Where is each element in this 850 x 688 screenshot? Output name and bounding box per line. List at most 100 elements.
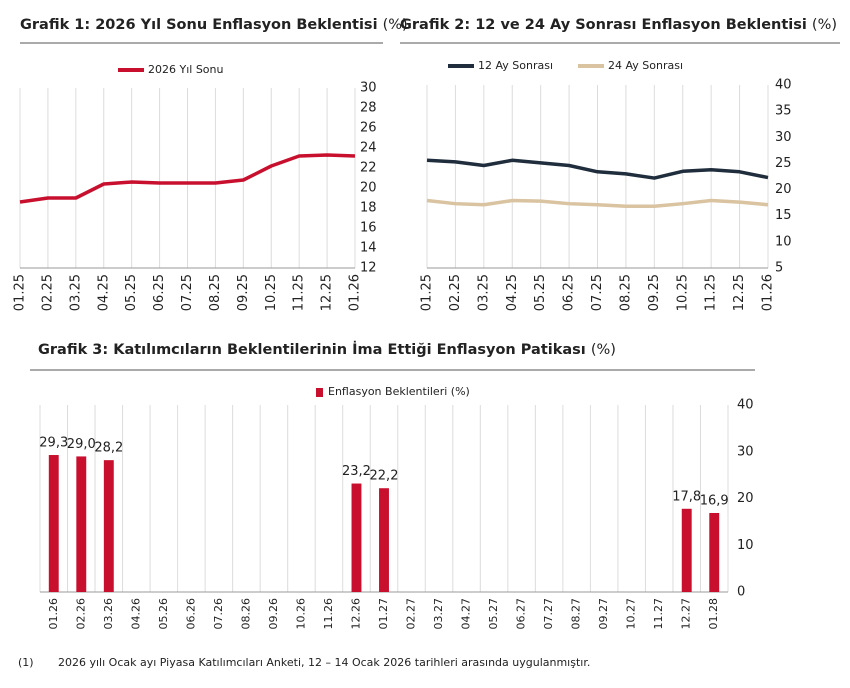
x-tick-label: 12.25 [732,274,747,311]
x-tick-label: 03.25 [476,274,491,311]
x-tick-label: 11.27 [652,598,665,630]
y-tick-label: 40 [775,78,792,93]
x-tick-label: 05.27 [487,598,500,630]
x-tick-label: 11.26 [322,598,335,630]
x-tick-label: 08.26 [239,598,252,630]
bar [709,512,720,592]
title-unit: (%) [591,342,616,358]
legend-label: 24 Ay Sonrası [608,59,683,72]
x-tick-label: 01.26 [47,598,60,630]
bar [48,455,59,592]
x-tick-label: 09.25 [647,274,662,311]
chart-title: Grafik 2: 12 ve 24 Ay Sonrası Enflasyon … [400,17,837,33]
x-tick-label: 10.25 [675,274,690,311]
x-tick-label: 02.26 [74,598,87,630]
title-text: Grafik 2: 12 ve 24 Ay Sonrası Enflasyon … [400,17,807,33]
x-tick-label: 12.26 [349,598,362,630]
y-tick-label: 14 [360,241,377,256]
x-tick-label: 12.27 [680,598,693,630]
bar [103,460,114,592]
chart-title: Grafik 1: 2026 Yıl Sonu Enflasyon Beklen… [20,17,408,33]
y-tick-label: 10 [775,234,792,249]
y-tick-label: 24 [360,141,377,156]
x-tick-label: 03.25 [68,274,83,311]
x-tick-label: 10.26 [294,598,307,630]
footnote-marker: (1) [18,656,34,669]
line-series [426,198,769,209]
bar [351,483,362,592]
x-tick-label: 12.25 [320,274,335,311]
x-tick-label: 05.26 [157,598,170,630]
x-tick-label: 09.25 [236,274,251,311]
x-tick-label: 01.26 [761,274,776,311]
legend-swatch [316,388,323,397]
line-series [19,153,356,204]
value-label: 29,0 [67,437,96,452]
x-tick-label: 11.25 [704,274,719,311]
x-tick-label: 08.25 [208,274,223,311]
x-tick-label: 03.26 [102,598,115,630]
y-tick-label: 20 [737,491,754,506]
x-tick-label: 05.25 [124,274,139,311]
y-tick-label: 26 [360,121,377,136]
x-tick-label: 09.27 [597,598,610,630]
y-tick-label: 5 [775,261,783,276]
bar [379,488,389,592]
x-tick-label: 04.25 [96,274,111,311]
y-tick-label: 15 [775,208,792,223]
legend-label: Enflasyon Beklentileri (%) [328,385,470,398]
title-unit: (%) [383,17,408,33]
y-tick-label: 25 [775,156,792,171]
y-tick-label: 22 [360,161,377,176]
y-tick-label: 20 [360,181,377,196]
x-tick-label: 02.27 [405,598,418,630]
bar [76,456,87,592]
x-tick-label: 03.27 [432,598,445,630]
value-label: 17,8 [672,489,701,504]
x-tick-label: 04.25 [505,274,520,311]
y-tick-label: 0 [737,585,745,600]
x-tick-label: 05.25 [533,274,548,311]
x-tick-label: 07.25 [180,274,195,311]
x-tick-label: 09.26 [267,598,280,630]
x-tick-label: 11.25 [292,274,307,311]
legend-label: 2026 Yıl Sonu [148,63,223,76]
y-tick-label: 18 [360,201,377,216]
x-tick-label: 01.26 [348,274,363,311]
y-tick-label: 30 [737,444,754,459]
legend-label: 12 Ay Sonrası [478,59,553,72]
x-tick-label: 02.25 [448,274,463,311]
x-tick-label: 01.27 [377,598,390,630]
x-tick-label: 06.27 [515,598,528,630]
x-tick-label: 04.26 [129,598,142,630]
value-label: 23,2 [342,464,371,479]
x-tick-label: 06.26 [184,598,197,630]
y-tick-label: 30 [360,81,377,96]
y-tick-label: 35 [775,104,792,119]
value-label: 22,2 [370,469,399,484]
value-label: 29,3 [39,436,68,451]
x-tick-label: 01.25 [13,274,28,311]
x-tick-label: 08.27 [570,598,583,630]
value-label: 16,9 [700,493,729,508]
line-series [426,158,769,180]
y-tick-label: 40 [737,398,754,413]
x-tick-label: 01.25 [420,274,435,311]
x-tick-label: 06.25 [152,274,167,311]
y-tick-label: 20 [775,182,792,197]
x-tick-label: 02.25 [40,274,55,311]
x-tick-label: 01.28 [707,598,720,630]
y-tick-label: 28 [360,101,377,116]
y-tick-label: 12 [360,261,377,276]
x-tick-label: 06.25 [562,274,577,311]
x-tick-label: 10.25 [264,274,279,311]
y-tick-label: 16 [360,221,377,236]
x-tick-label: 07.27 [542,598,555,630]
x-tick-label: 07.26 [212,598,225,630]
y-tick-label: 30 [775,130,792,145]
x-tick-label: 07.25 [590,274,605,311]
x-tick-label: 04.27 [460,598,473,630]
chart-title: Grafik 3: Katılımcıların Beklentilerinin… [38,341,616,358]
title-unit: (%) [812,17,837,33]
